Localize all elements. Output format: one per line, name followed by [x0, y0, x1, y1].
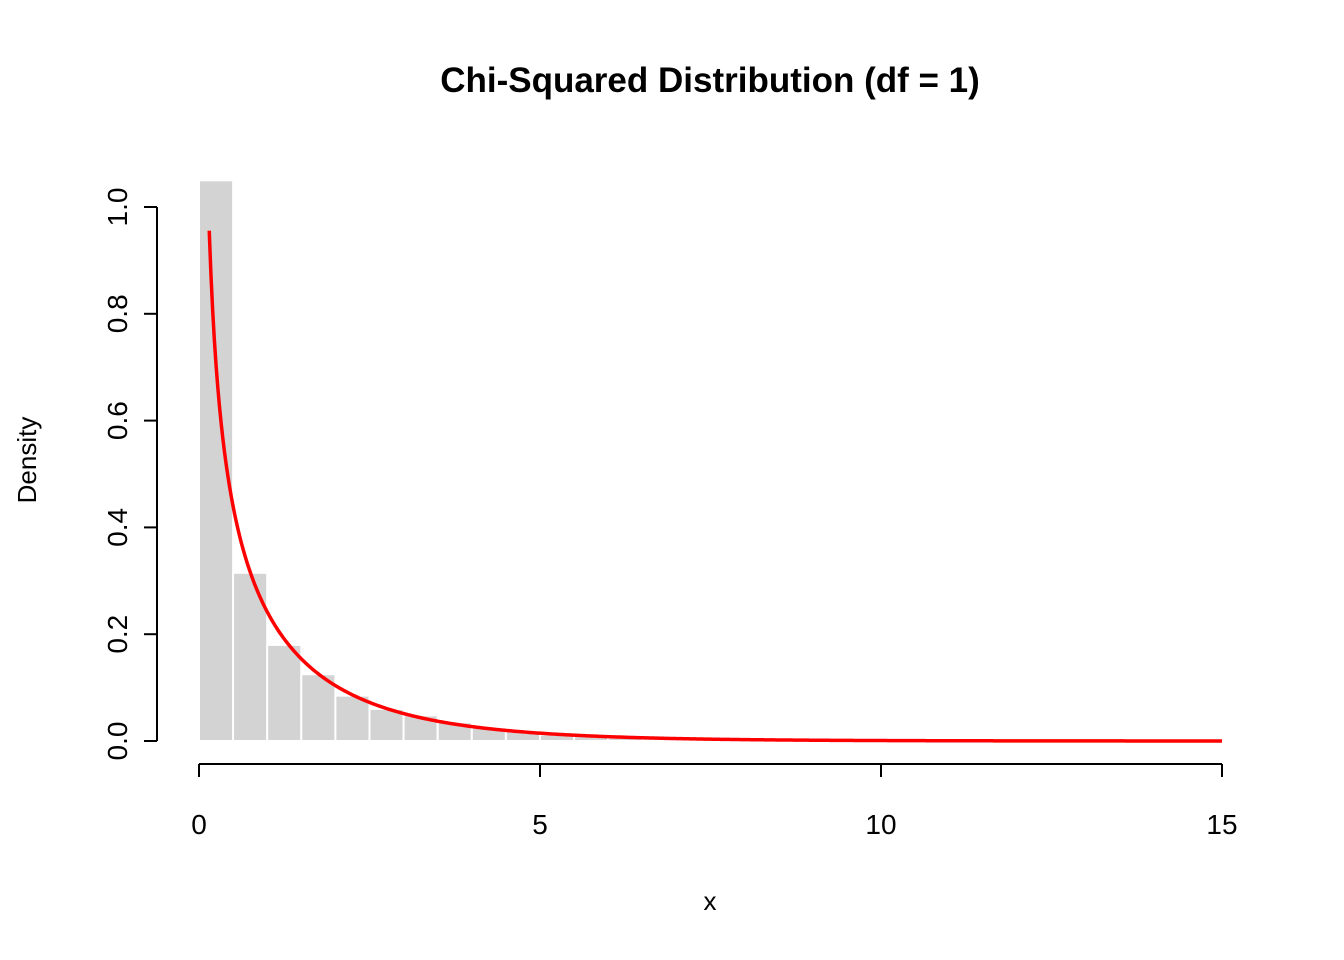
- histogram-bar: [198, 179, 235, 743]
- histogram-bar: [266, 643, 303, 743]
- x-tick-label: 0: [191, 809, 207, 840]
- histogram-bars: [198, 179, 814, 743]
- y-tick-label: 0.2: [102, 615, 133, 654]
- y-tick-label: 0.4: [102, 508, 133, 547]
- y-tick-label: 0.8: [102, 294, 133, 333]
- y-axis: 0.0 0.2 0.4 0.6 0.8 1.0: [102, 188, 158, 761]
- x-tick-label: 5: [532, 809, 548, 840]
- y-axis-label: Density: [12, 417, 42, 504]
- x-tick-label: 15: [1206, 809, 1237, 840]
- x-axis: 0 5 10 15: [191, 763, 1238, 840]
- x-axis-label: x: [704, 886, 717, 916]
- histogram-bar: [334, 694, 371, 742]
- y-tick-label: 1.0: [102, 188, 133, 227]
- histogram-bar: [300, 673, 337, 742]
- y-tick-label: 0.0: [102, 722, 133, 761]
- x-tick-label: 10: [865, 809, 896, 840]
- chart-title: Chi-Squared Distribution (df = 1): [440, 61, 980, 100]
- density-curve: [207, 230, 1223, 743]
- y-tick-label: 0.6: [102, 401, 133, 440]
